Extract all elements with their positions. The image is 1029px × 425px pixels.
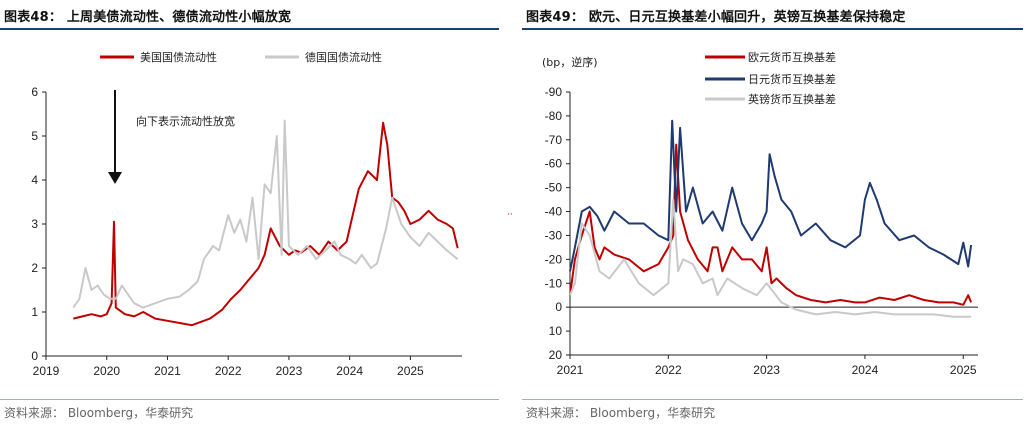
right-y-unit-label: (bp，逆序) xyxy=(542,55,598,69)
left-y-tick-label: 4 xyxy=(31,173,38,187)
right-title-rule xyxy=(522,28,1023,30)
left-source-note: 资料来源： Bloomberg，华泰研究 xyxy=(4,406,194,420)
right-y-tick-label: -30 xyxy=(545,228,563,242)
right-y-tick-label: -40 xyxy=(545,205,563,219)
left-y-tick-label: 2 xyxy=(31,261,38,275)
left-x-tick-label: 2019 xyxy=(33,364,60,378)
right-chart-title: 图表49： 欧元、日元互换基差小幅回升，英镑互换基差保持稳定 xyxy=(526,10,906,25)
left-series-line-1 xyxy=(73,121,459,327)
left-series-line-2 xyxy=(72,119,459,309)
left-chart-panel: 图表48： 上周美债流动性、德债流动性小幅放宽 0 1 2 3 4 5 6 2019 2020 2… xyxy=(0,0,505,425)
right-y-tick-label: -90 xyxy=(545,85,563,99)
right-x-tick-label: 2024 xyxy=(852,363,879,377)
right-y-tick-label: -80 xyxy=(545,109,563,123)
annotation-arrow-head xyxy=(108,172,122,184)
separator-dot: ·· xyxy=(507,210,513,220)
left-legend-label-2: 德国国债流动性 xyxy=(305,50,382,64)
right-series-line-2 xyxy=(569,119,973,272)
right-series-line-3 xyxy=(569,198,972,318)
right-y-tick-label: -50 xyxy=(545,181,563,195)
right-y-tick-label: 10 xyxy=(549,324,563,338)
right-y-tick-label: -60 xyxy=(545,157,563,171)
right-legend-label-2: 日元货币互换基差 xyxy=(748,72,836,86)
left-x-tick-label: 2022 xyxy=(215,364,242,378)
left-x-tick-label: 2024 xyxy=(336,364,363,378)
left-x-tick-label: 2023 xyxy=(276,364,303,378)
right-chart-panel: 图表49： 欧元、日元互换基差小幅回升，英镑互换基差保持稳定 -90 -80 -70… xyxy=(522,0,1029,425)
right-y-tick-label: 20 xyxy=(549,348,563,362)
right-x-tick-label: 2022 xyxy=(655,363,682,377)
left-chart-svg: 0 1 2 3 4 5 6 2019 2020 2021 2022 2023 2024 2025 美国国债流… xyxy=(31,50,462,378)
right-x-tick-label: 2023 xyxy=(753,363,780,377)
left-y-tick-label: 3 xyxy=(31,217,38,231)
right-source-note: 资料来源： Bloomberg，华泰研究 xyxy=(526,406,716,420)
right-y-tick-label: -20 xyxy=(545,252,563,266)
left-source-rule xyxy=(0,399,499,400)
left-legend-label-1: 美国国债流动性 xyxy=(140,50,217,64)
left-y-tick-label: 5 xyxy=(31,129,38,143)
right-legend-label-3: 英镑货币互换基差 xyxy=(748,92,836,106)
left-title-rule xyxy=(0,28,499,30)
right-source-rule xyxy=(522,399,1023,400)
left-x-tick-label: 2025 xyxy=(397,364,424,378)
right-x-tick-label: 2021 xyxy=(557,363,584,377)
right-y-tick-label: -70 xyxy=(545,133,563,147)
left-chart-title: 图表48： 上周美债流动性、德债流动性小幅放宽 xyxy=(4,10,292,25)
left-x-tick-label: 2021 xyxy=(154,364,181,378)
right-y-tick-label: 0 xyxy=(555,300,562,314)
right-y-tick-label: -10 xyxy=(545,276,563,290)
left-annotation-text: 向下表示流动性放宽 xyxy=(136,114,235,128)
left-y-tick-label: 6 xyxy=(31,85,38,99)
left-y-tick-label: 1 xyxy=(31,305,38,319)
left-x-tick-label: 2020 xyxy=(93,364,120,378)
right-legend-label-1: 欧元货币互换基差 xyxy=(748,50,836,64)
left-y-tick-label: 0 xyxy=(31,349,38,363)
right-series-line-1 xyxy=(569,143,973,306)
right-x-tick-label: 2025 xyxy=(950,363,977,377)
